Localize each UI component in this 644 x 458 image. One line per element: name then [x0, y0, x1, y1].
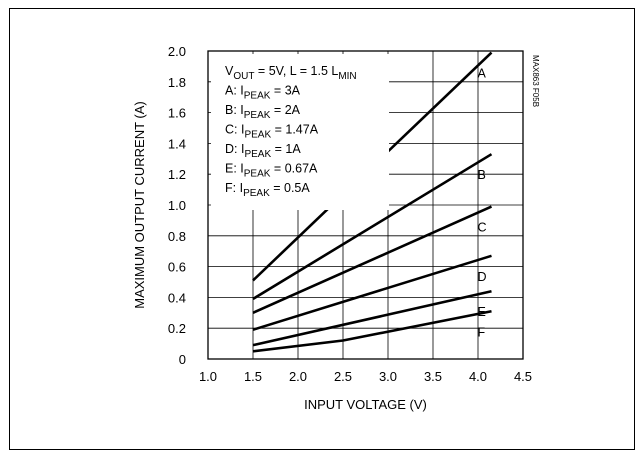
x-tick-label: 4.0 [469, 369, 487, 384]
y-tick-labels: 0 0.2 0.4 0.6 0.8 1.0 1.2 1.4 1.6 1.8 2.0 [168, 44, 186, 367]
series-line-c [252, 205, 493, 314]
y-tick-label: 2.0 [168, 44, 186, 59]
series-label-a: A [478, 67, 487, 81]
legend-box: VOUT = 5V, L = 1.5 LMIN A: IPEAK = 3AB: I… [211, 54, 389, 210]
series-label-f: F [478, 325, 486, 339]
y-tick-label: 1.4 [168, 136, 186, 151]
legend-entry: B: IPEAK = 2A [225, 103, 301, 121]
legend-entry: F: IPEAK = 0.5A [225, 181, 310, 199]
series-label-c: C [478, 221, 487, 235]
x-tick-label: 3.0 [379, 369, 397, 384]
x-tick-label: 4.5 [514, 369, 532, 384]
legend-entry: A: IPEAK = 3A [225, 84, 301, 102]
legend-entry: C: IPEAK = 1.47A [225, 123, 319, 141]
x-axis-label: INPUT VOLTAGE (V) [304, 397, 427, 412]
x-tick-label: 1.0 [199, 369, 217, 384]
series-line-e [252, 289, 492, 347]
y-tick-label: 1.8 [168, 75, 186, 90]
x-tick-label: 2.5 [334, 369, 352, 384]
y-tick-label: 1.6 [168, 106, 186, 121]
series-label-b: B [478, 168, 486, 182]
y-tick-label: 0.2 [168, 321, 186, 336]
x-tick-labels: 1.0 1.5 2.0 2.5 3.0 3.5 4.0 4.5 [199, 369, 532, 384]
legend-background [211, 54, 389, 210]
conditions-text: VOUT = 5V, L = 1.5 LMIN [225, 64, 357, 82]
y-axis-label: MAXIMUM OUTPUT CURRENT (A) [132, 101, 147, 309]
y-tick-label: 0.4 [168, 290, 186, 305]
series-line-b [252, 153, 493, 301]
x-tick-label: 1.5 [244, 369, 262, 384]
y-tick-label: 0.6 [168, 260, 186, 275]
y-tick-label: 0 [179, 352, 186, 367]
legend-entry: E: IPEAK = 0.67A [225, 162, 318, 180]
series-line-f [252, 309, 492, 353]
legend-entry: D: IPEAK = 1A [225, 142, 301, 160]
x-tick-label: 2.0 [289, 369, 307, 384]
y-tick-label: 1.2 [168, 167, 186, 182]
y-tick-label: 1.0 [168, 198, 186, 213]
figure-code: MAX863 F05B [531, 55, 540, 107]
series-line-d [252, 254, 492, 331]
plot-border [207, 50, 524, 360]
x-tick-label: 3.5 [424, 369, 442, 384]
series-label-d: D [478, 270, 487, 284]
y-tick-label: 0.8 [168, 229, 186, 244]
